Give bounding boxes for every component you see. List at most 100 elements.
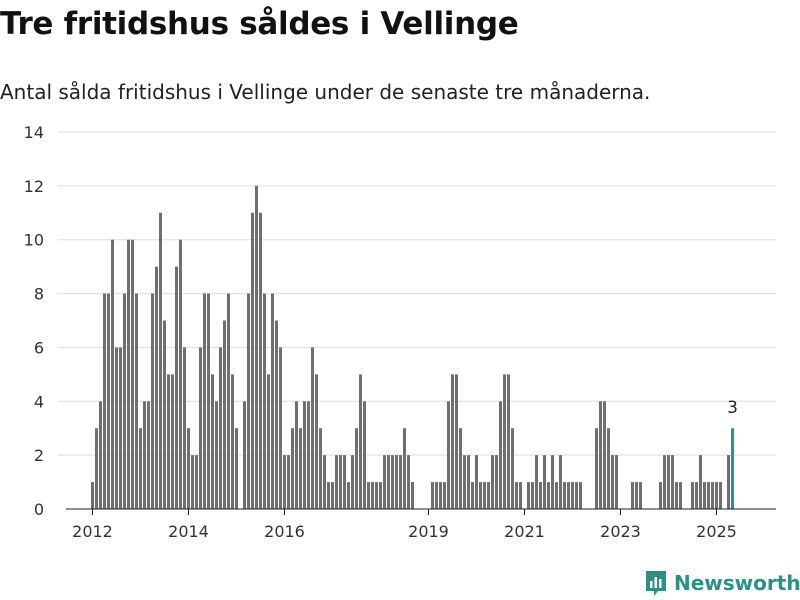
bar [663,455,666,509]
bar [243,401,246,509]
bar [287,455,290,509]
bar [295,401,298,509]
brand-logo: Newsworthy [644,569,800,597]
y-tick-label: 8 [34,285,44,304]
y-tick-label: 10 [24,231,44,250]
bar [695,482,698,509]
bar [303,401,306,509]
bar [335,455,338,509]
x-tick-label: 2014 [168,522,209,541]
chart-subtitle: Antal sålda fritidshus i Vellinge under … [0,80,651,104]
bar [495,455,498,509]
bar [639,482,642,509]
bar [135,293,138,509]
bar [291,428,294,509]
bar [167,374,170,509]
bar [163,320,166,509]
bar [183,347,186,509]
bar [191,455,194,509]
bar [107,293,110,509]
bar [555,482,558,509]
bar [159,212,162,510]
bar [547,482,550,509]
bar [263,293,266,509]
bar [319,428,322,509]
bar-highlight [731,428,734,509]
bar [599,401,602,509]
bar [455,374,458,509]
bar [511,428,514,509]
bar [147,401,150,509]
bar [403,428,406,509]
newsworthy-icon [646,571,666,596]
bar [187,428,190,509]
bar [255,185,258,509]
bar [407,455,410,509]
bar [367,482,370,509]
bar [671,455,674,509]
bar [231,374,234,509]
bar [155,266,158,509]
bar [351,455,354,509]
bar [375,482,378,509]
bar [699,455,702,509]
bar [235,428,238,509]
bar [275,320,278,509]
x-tick-label: 2023 [600,522,641,541]
bar [631,482,634,509]
bar [571,482,574,509]
bar [123,293,126,509]
y-tick-label: 12 [24,177,44,196]
bar [171,374,174,509]
bar [691,482,694,509]
bar [267,374,270,509]
bar [531,482,534,509]
bar [487,482,490,509]
bar [363,401,366,509]
bar [227,293,230,509]
bar [279,347,282,509]
y-tick-label: 14 [24,123,44,142]
bar [579,482,582,509]
bar [271,293,274,509]
bar [127,239,130,509]
bar-chart: 0 2 4 6 8 10 12 14 2012 2014 2016 2019 2021 2023 2025… [24,123,776,541]
bar [327,482,330,509]
bar [91,482,94,509]
x-tick-label: 2012 [72,522,113,541]
y-axis: 0 2 4 6 8 10 12 14 [24,123,44,519]
y-tick-label: 2 [34,446,44,465]
bar [503,374,506,509]
x-tick-label: 2016 [264,522,305,541]
bar [339,455,342,509]
bar [527,482,530,509]
bar [207,293,210,509]
bar [439,482,442,509]
chart-title: Tre fritidshus såldes i Vellinge [0,6,519,42]
bar [719,482,722,509]
bar [435,482,438,509]
bar [199,347,202,509]
x-tick-label: 2021 [504,522,545,541]
bar [563,482,566,509]
y-tick-label: 0 [34,500,44,519]
bar [203,293,206,509]
bar [447,401,450,509]
bar [131,239,134,509]
bar [399,455,402,509]
bar [607,428,610,509]
bar [451,374,454,509]
bar [211,374,214,509]
bar [471,482,474,509]
bar [711,482,714,509]
bar [139,428,142,509]
bar [383,455,386,509]
x-tick-label: 2019 [408,522,449,541]
bar [111,239,114,509]
bar [347,482,350,509]
bar [679,482,682,509]
last-value-label: 3 [727,398,738,418]
bar [575,482,578,509]
bar [307,401,310,509]
bar [323,455,326,509]
